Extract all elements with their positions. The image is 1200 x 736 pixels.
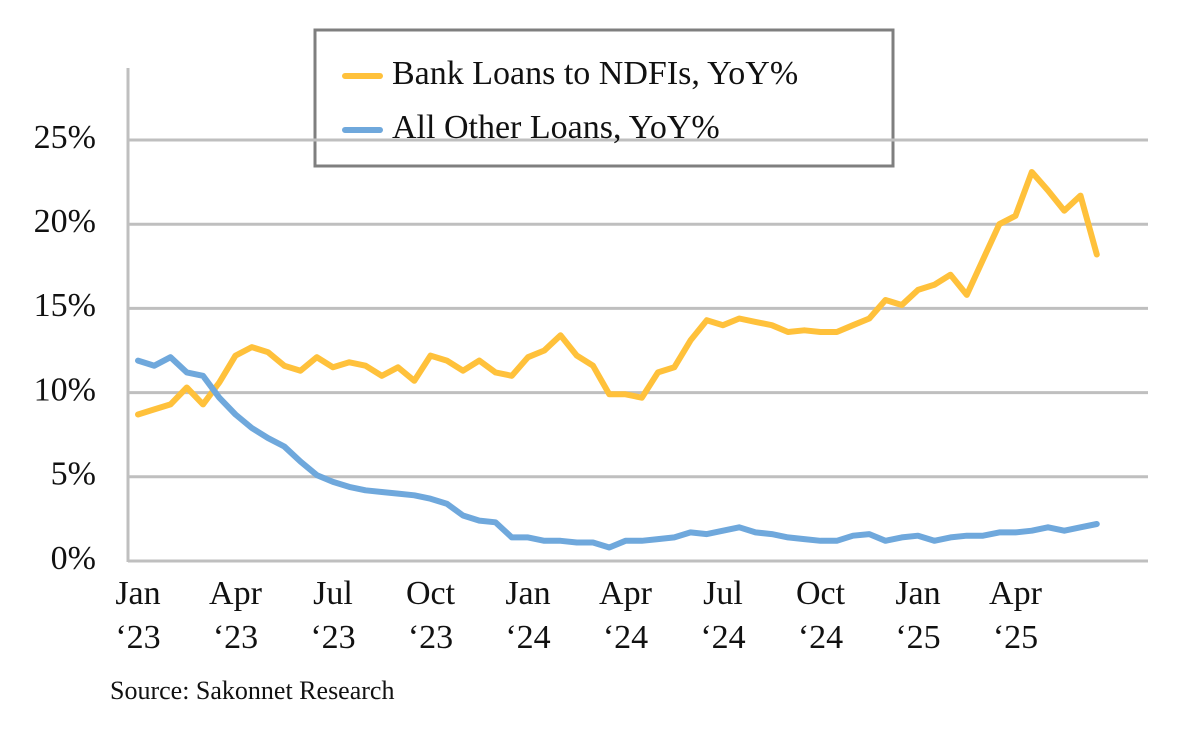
series-line: [135, 354, 1100, 551]
series-line: [135, 169, 1100, 418]
legend-label: Bank Loans to NDFIs, YoY%: [392, 55, 798, 92]
x-tick-label: Oct ‘23: [405, 575, 456, 656]
x-tick-label: Apr ‘23: [209, 575, 262, 656]
legend-box: [313, 28, 895, 168]
y-tick-label: 0%: [51, 540, 96, 577]
source: Source: Sakonnet Research: [110, 676, 395, 705]
x-tick-label: Jul ‘23: [310, 575, 356, 656]
x-tick-label: Jan ‘25: [895, 575, 941, 656]
x-tick-label: Jan ‘23: [115, 575, 161, 656]
y-tick-label: 20%: [34, 203, 96, 240]
x-tick-label: Oct ‘24: [795, 575, 846, 656]
y-tick-label: 25%: [34, 119, 96, 156]
y-tick-label: 15%: [34, 287, 96, 324]
x-tick-label: Jan ‘24: [505, 575, 551, 656]
x-tick-label: Apr ‘25: [989, 575, 1042, 656]
x-tick-label: Jul ‘24: [700, 575, 746, 656]
y-tick-label: 5%: [51, 456, 96, 493]
x-tick-label: Apr ‘24: [599, 575, 652, 656]
y-tick-label: 10%: [34, 371, 96, 408]
legend-label: All Other Loans, YoY%: [392, 109, 720, 146]
